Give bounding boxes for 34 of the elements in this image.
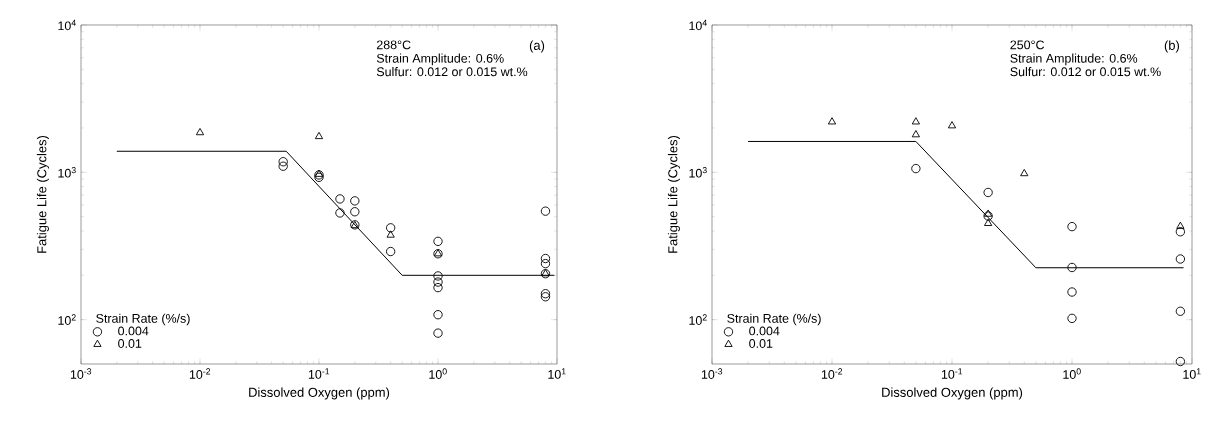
x-tick-label: 10$^{-1}$	[308, 368, 330, 379]
legend-title: Strain Rate (%/s)	[96, 313, 190, 326]
legend-label: 0.004	[749, 326, 780, 336]
y-axis-title: Fatigue Life (Cycles)	[36, 135, 49, 253]
annotation: Strain Amplitude: 0.6%	[376, 53, 504, 66]
annotation: Sulfur: 0.012 or 0.015 wt.%	[376, 67, 528, 77]
x-tick-label: 10$^{-2}$	[821, 368, 843, 379]
x-tick-label: 10$^{-3}$	[701, 368, 723, 379]
x-tick-label: 10$^{-3}$	[70, 368, 92, 379]
x-tick-label: 10$^{-2}$	[189, 368, 211, 379]
y-tick-label: 10$^{2}$	[689, 314, 707, 325]
annotation: (a)	[529, 40, 545, 53]
annotation: 288°C	[376, 40, 411, 50]
x-axis-title: Dissolved Oxygen (ppm)	[249, 387, 390, 400]
y-tick-label: 10$^{3}$	[58, 167, 76, 178]
x-tick-label: 10$^{-1}$	[941, 368, 963, 379]
annotation: (b)	[1164, 40, 1180, 53]
legend-label: 0.004	[118, 326, 149, 336]
y-tick-label: 10$^{4}$	[689, 19, 707, 31]
y-tick-label: 10$^{3}$	[689, 167, 707, 178]
x-tick-label: 10$^{0}$	[1063, 368, 1081, 379]
legend-label: 0.01	[749, 339, 773, 348]
annotation: Strain Amplitude: 0.6%	[1010, 53, 1138, 66]
y-axis-title: Fatigue Life (Cycles)	[667, 135, 680, 253]
x-tick-label: 10$^{0}$	[429, 368, 447, 379]
legend-title: Strain Rate (%/s)	[727, 313, 821, 326]
y-tick-label: 10$^{4}$	[58, 19, 76, 31]
x-tick-label: 10$^{1}$	[1183, 368, 1201, 379]
annotation: 250°C	[1010, 40, 1045, 50]
annotation: Sulfur: 0.012 or 0.015 wt.%	[1010, 67, 1161, 77]
legend-label: 0.01	[118, 339, 142, 348]
y-tick-label: 10$^{2}$	[58, 314, 76, 325]
x-tick-label: 10$^{1}$	[548, 368, 566, 379]
x-axis-title: Dissolved Oxygen (ppm)	[882, 387, 1023, 400]
